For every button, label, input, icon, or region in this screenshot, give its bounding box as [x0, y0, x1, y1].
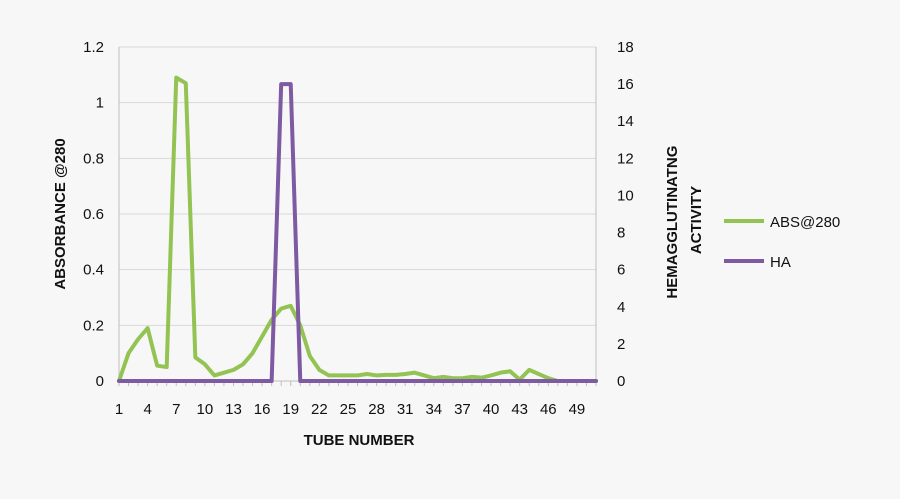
legend-label-abs280: ABS@280: [770, 214, 840, 231]
x-tick-label: 46: [540, 401, 557, 418]
right-y-tick-label: 8: [617, 225, 625, 242]
left-y-tick-label: 0: [96, 373, 104, 390]
x-tick-label: 4: [143, 401, 151, 418]
left-y-tick-label: 0.8: [83, 150, 104, 167]
x-tick-label: 7: [172, 401, 180, 418]
series-lines: [117, 75, 598, 383]
legend-label-ha: HA: [770, 254, 791, 271]
right-y-tick-label: 14: [617, 113, 634, 130]
x-tick-label: 37: [454, 401, 471, 418]
x-tick-label: 40: [483, 401, 500, 418]
right-y-axis-title-line-2: ACTIVITY: [688, 186, 705, 254]
right-y-tick-label: 18: [617, 39, 634, 56]
legend-item-ha: HA: [724, 254, 791, 271]
x-tick-label: 25: [340, 401, 357, 418]
x-axis-title: TUBE NUMBER: [304, 432, 415, 449]
x-tick-label: 1: [115, 401, 123, 418]
right-y-tick-label: 0: [617, 373, 625, 390]
right-y-tick-label: 12: [617, 150, 634, 167]
x-tick-label: 10: [197, 401, 214, 418]
left-y-tick-label: 0.6: [83, 206, 104, 223]
left-y-axis-title: ABSORBANCE @280: [52, 138, 69, 289]
right-y-tick-label: 6: [617, 262, 625, 279]
series-line-abs280: [117, 75, 598, 383]
right-y-tick-label: 10: [617, 187, 634, 204]
legend: ABS@280 HA: [724, 214, 840, 271]
x-tick-label: 34: [425, 401, 442, 418]
right-y-tick-label: 16: [617, 76, 634, 93]
right-y-axis-title: HEMAGGLUTINATNG ACTIVITY: [664, 141, 705, 298]
series-line-ha: [117, 82, 598, 383]
x-tick-label: 49: [569, 401, 586, 418]
x-tick-label: 22: [311, 401, 328, 418]
legend-item-abs280: ABS@280: [724, 214, 840, 231]
right-y-tick-label: 2: [617, 336, 625, 353]
grid-lines: [119, 46, 596, 326]
left-y-tick-label: 0.4: [83, 262, 104, 279]
left-y-tick-label: 0.2: [83, 317, 104, 334]
x-tick-label: 16: [254, 401, 271, 418]
right-y-tick-label: 4: [617, 299, 625, 316]
x-tick-label: 19: [282, 401, 299, 418]
x-tick-label: 28: [368, 401, 385, 418]
x-tick-label: 31: [397, 401, 414, 418]
left-y-tick-label: 1.2: [83, 39, 104, 56]
x-tick-label: 13: [225, 401, 242, 418]
x-tick-label: 43: [511, 401, 528, 418]
right-y-axis-title-line-1: HEMAGGLUTINATNG: [664, 146, 681, 299]
left-y-tick-label: 1: [96, 95, 104, 112]
